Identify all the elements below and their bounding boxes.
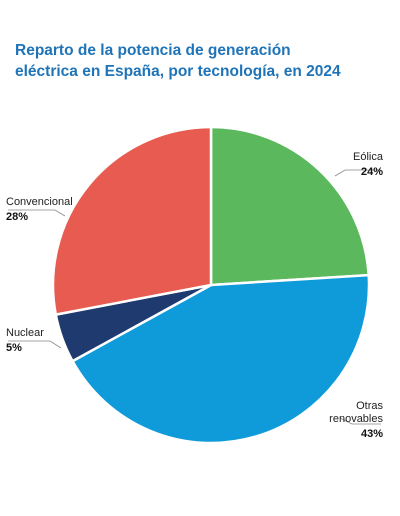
leader-line-nuclear [8, 340, 62, 349]
slice-value-eolica: 24% [361, 166, 383, 178]
leader-line-otras-renovables [339, 417, 381, 425]
chart-title-line-1: Reparto de la potencia de generación [15, 42, 291, 59]
chart-title-line-2: eléctrica en España, por tecnología, en … [15, 63, 341, 80]
slice-label-otras-renovables-line-2: renovables [329, 413, 383, 425]
slice-label-convencional: Convencional [6, 196, 73, 208]
pie-slice-convencional [51, 125, 213, 316]
chart-title: Reparto de la potencia de generación elé… [15, 40, 345, 82]
slice-value-convencional: 28% [6, 211, 28, 223]
leader-line-convencional [8, 209, 66, 217]
slice-value-otras-renovables: 43% [361, 428, 383, 440]
pie-slice-eolica [209, 125, 370, 287]
pie-slice-otras-renovables [71, 273, 371, 445]
pie-slices [51, 125, 371, 445]
slice-label-otras-renovables-line-1: Otras [356, 400, 383, 412]
slice-value-nuclear: 5% [6, 342, 22, 354]
slice-label-eolica: Eólica [353, 151, 384, 163]
leader-line-eolica [334, 169, 381, 177]
label-leaders [8, 169, 381, 425]
slice-label-nuclear: Nuclear [6, 327, 44, 339]
